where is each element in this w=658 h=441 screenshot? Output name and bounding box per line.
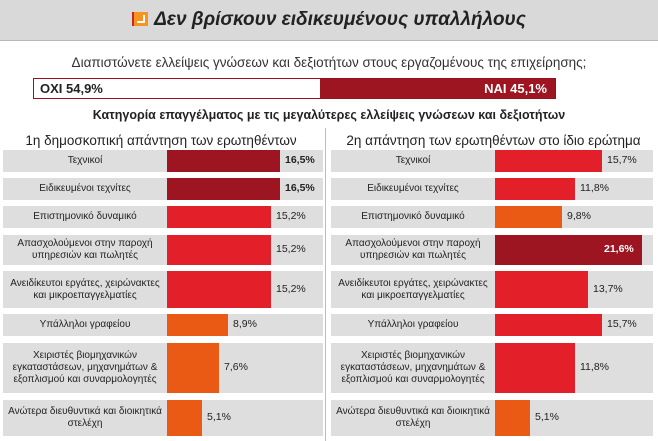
right-bar-chart: Τεχνικοί 15,7% Ειδικευμένοι τεχνίτες 11,8% Ε…	[331, 150, 653, 441]
value-label: 13,7%	[593, 282, 623, 295]
row-background	[3, 400, 323, 436]
value-label: 11,8%	[580, 182, 609, 194]
bar	[495, 271, 588, 308]
title-bar: Δεν βρίσκουν ειδικευμένους υπαλλήλους	[0, 0, 658, 41]
category-label: Ανειδίκευτοι εργάτες, χειρώνακτες και μι…	[10, 277, 160, 301]
category-label: Απασχολούμενοι στην παροχή υπηρεσιών και…	[345, 238, 481, 261]
bar	[495, 206, 562, 228]
value-label: 9,8%	[567, 210, 591, 222]
bar	[167, 178, 280, 200]
value-label: 5,1%	[535, 411, 559, 423]
left-panel-title: 1η δημοσκοπική απάντηση των ερωτηθέντων	[25, 133, 297, 148]
category-label: Ανώτερα διευθυντικά και διοικητικά στελέ…	[336, 406, 490, 429]
bar	[495, 178, 575, 200]
left-bar-chart: Τεχνικοί 16,5% Ειδικευμένοι τεχνίτες 16,5% Ε…	[3, 150, 325, 441]
category-label: Υπάλληλοι γραφείου	[39, 319, 131, 330]
value-label: 15,2%	[276, 282, 306, 295]
row-background	[331, 400, 653, 436]
right-panel-title: 2η απάντηση των ερωτηθέντων στο ίδιο ερώ…	[346, 133, 641, 148]
bar	[495, 150, 602, 172]
category-label: Χειριστές βιομηχανικών εγκαταστάσεων, μη…	[12, 350, 158, 385]
chart-subtitle: Κατηγορία επαγγέλματος με τις μεγαλύτερε…	[92, 108, 566, 122]
category-label: Ανώτερα διευθυντικά και διοικητικά στελέ…	[8, 406, 162, 429]
category-label: Χειριστές βιομηχανικών εγκαταστάσεων, μη…	[340, 350, 486, 385]
value-label: 16,5%	[285, 182, 315, 194]
bar	[495, 314, 602, 336]
answer-split-bar: ΟΧΙ 54,9% ΝΑΙ 45,1%	[33, 78, 556, 99]
value-label: 21,6%	[604, 243, 634, 255]
category-label: Επιστημονικό δυναμικό	[361, 211, 465, 222]
value-label: 11,8%	[580, 361, 609, 373]
panel-divider	[325, 128, 326, 441]
bar	[495, 343, 575, 393]
bar	[167, 206, 271, 228]
category-label: Απασχολούμενοι στην παροχή υπηρεσιών και…	[17, 238, 153, 261]
category-label: Ειδικευμένοι τεχνίτες	[39, 183, 131, 194]
bar	[495, 235, 642, 265]
category-label: Υπάλληλοι γραφείου	[367, 319, 459, 330]
bar	[167, 343, 219, 393]
category-label: Επιστημονικό δυναμικό	[33, 211, 137, 222]
value-label: 15,7%	[607, 318, 637, 330]
arrow-down-right-icon	[132, 12, 149, 26]
answer-no-label: ΟΧΙ 54,9%	[40, 81, 103, 96]
survey-question: Διαπιστώνετε ελλείψεις γνώσεων και δεξιο…	[71, 55, 587, 70]
value-label: 15,2%	[276, 243, 306, 255]
row-background	[331, 271, 653, 308]
category-label: Ειδικευμένοι τεχνίτες	[367, 183, 459, 194]
row-background	[331, 206, 653, 228]
chart-title-container: Δεν βρίσκουν ειδικευμένους υπαλλήλους	[0, 9, 658, 31]
category-label: Τεχνικοί	[67, 155, 103, 166]
value-label: 15,7%	[607, 154, 637, 166]
bar	[495, 400, 530, 436]
bar	[167, 271, 271, 308]
category-label: Τεχνικοί	[395, 155, 431, 166]
bar	[167, 150, 280, 172]
value-label: 7,6%	[224, 361, 248, 373]
bar	[167, 314, 228, 336]
answer-yes-label: ΝΑΙ 45,1%	[484, 81, 547, 96]
row-background	[3, 314, 323, 336]
bar	[167, 400, 202, 436]
row-background	[331, 343, 653, 393]
row-background	[3, 343, 323, 393]
value-label: 15,2%	[276, 210, 306, 222]
value-label: 8,9%	[233, 318, 257, 330]
category-label: Ανειδίκευτοι εργάτες, χειρώνακτες και μι…	[338, 277, 488, 301]
bar	[167, 235, 271, 265]
value-label: 16,5%	[285, 154, 315, 166]
answer-yes-segment	[320, 79, 555, 98]
answer-no-segment	[34, 79, 320, 98]
value-label: 5,1%	[207, 411, 231, 423]
chart-title: Δεν βρίσκουν ειδικευμένους υπαλλήλους	[154, 9, 526, 30]
